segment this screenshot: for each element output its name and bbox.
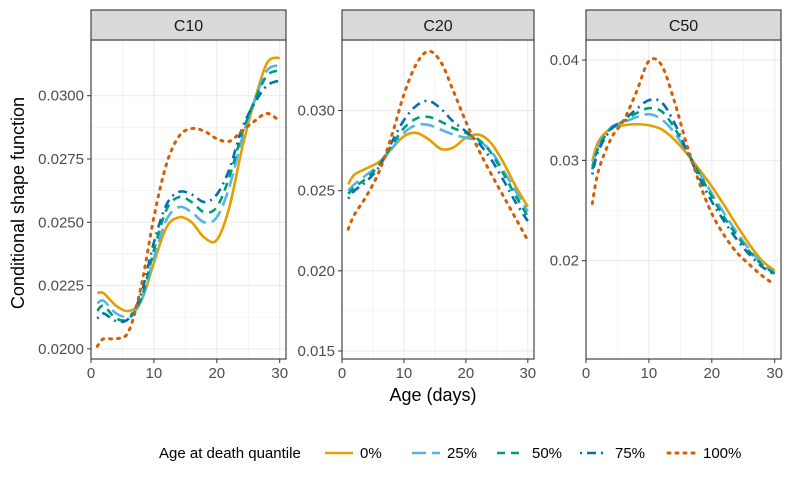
x-tick-label: 30 bbox=[271, 365, 288, 382]
legend-entry-100pct: 100% bbox=[666, 445, 741, 462]
legend-label: 75% bbox=[615, 445, 645, 462]
y-axis-title: Conditional shape function bbox=[8, 97, 28, 309]
series-line-50pct bbox=[591, 106, 776, 275]
legend-label: 100% bbox=[703, 445, 741, 462]
x-tick-label: 20 bbox=[458, 365, 475, 382]
x-tick-label: 10 bbox=[396, 365, 413, 382]
facet-strip-label: C10 bbox=[174, 18, 203, 35]
y-tick-label: 0.015 bbox=[297, 343, 335, 360]
y-tick-label: 0.04 bbox=[550, 52, 579, 69]
series-line-75pct bbox=[591, 98, 776, 276]
legend-entry-50pct: 50% bbox=[497, 445, 562, 462]
facet-strip bbox=[341, 9, 535, 41]
series-line-100pct bbox=[590, 57, 777, 287]
x-tick-label: 10 bbox=[146, 365, 163, 382]
panel-c20: C20 0 10 20 30 0.015 0.020 0.025 0.030 bbox=[297, 9, 536, 382]
y-tick-label: 0.020 bbox=[297, 263, 335, 280]
y-tick-label: 0.0275 bbox=[38, 151, 84, 168]
series-group bbox=[590, 57, 777, 287]
series-group bbox=[95, 56, 282, 348]
x-tick-label: 0 bbox=[338, 365, 346, 382]
series-line-0pct bbox=[591, 122, 776, 272]
x-tick-label: 20 bbox=[703, 365, 720, 382]
legend-label: 0% bbox=[360, 445, 382, 462]
series-line-50pct bbox=[347, 115, 529, 217]
legend-entry-75pct: 75% bbox=[580, 445, 645, 462]
facet-strip bbox=[90, 9, 287, 41]
panel-c50: C50 0 10 20 30 0.02 0.03 0.04 bbox=[550, 9, 783, 382]
series-line-100pct bbox=[95, 111, 282, 348]
y-tick-label: 0.0200 bbox=[38, 341, 84, 358]
legend-label: 25% bbox=[447, 445, 477, 462]
y-tick-label: 0.0225 bbox=[38, 278, 84, 295]
facet-strip-label: C50 bbox=[669, 18, 698, 35]
series-line-100pct bbox=[346, 49, 530, 242]
y-tick-label: 0.02 bbox=[550, 253, 579, 270]
legend: Age at death quantile 0% 25% 50% 75% 100% bbox=[159, 445, 741, 462]
panel-c10: C10 0 10 20 30 0.0200 0.0225 0.0250 0.0275 0.0300 bbox=[38, 9, 288, 382]
y-tick-label: 0.03 bbox=[550, 152, 579, 169]
y-tick-label: 0.0250 bbox=[38, 214, 84, 231]
x-tick-label: 20 bbox=[208, 365, 225, 382]
series-line-0pct bbox=[347, 131, 529, 208]
y-tick-label: 0.0300 bbox=[38, 88, 84, 105]
y-tick-label: 0.025 bbox=[297, 183, 335, 200]
series-line-75pct bbox=[96, 79, 281, 324]
series-line-75pct bbox=[347, 99, 529, 222]
x-tick-label: 10 bbox=[641, 365, 658, 382]
facet-strip bbox=[585, 9, 782, 41]
legend-title: Age at death quantile bbox=[159, 445, 301, 462]
x-axis-title: Age (days) bbox=[389, 385, 476, 405]
x-tick-label: 0 bbox=[87, 365, 95, 382]
series-line-0pct bbox=[97, 56, 281, 313]
legend-entry-25pct: 25% bbox=[412, 445, 477, 462]
facet-strip-label: C20 bbox=[423, 18, 452, 35]
legend-entry-0pct: 0% bbox=[325, 445, 382, 462]
x-tick-label: 30 bbox=[519, 365, 536, 382]
y-tick-label: 0.030 bbox=[297, 103, 335, 120]
series-group bbox=[346, 49, 530, 242]
x-tick-label: 0 bbox=[582, 365, 590, 382]
legend-label: 50% bbox=[532, 445, 562, 462]
x-tick-label: 30 bbox=[766, 365, 783, 382]
